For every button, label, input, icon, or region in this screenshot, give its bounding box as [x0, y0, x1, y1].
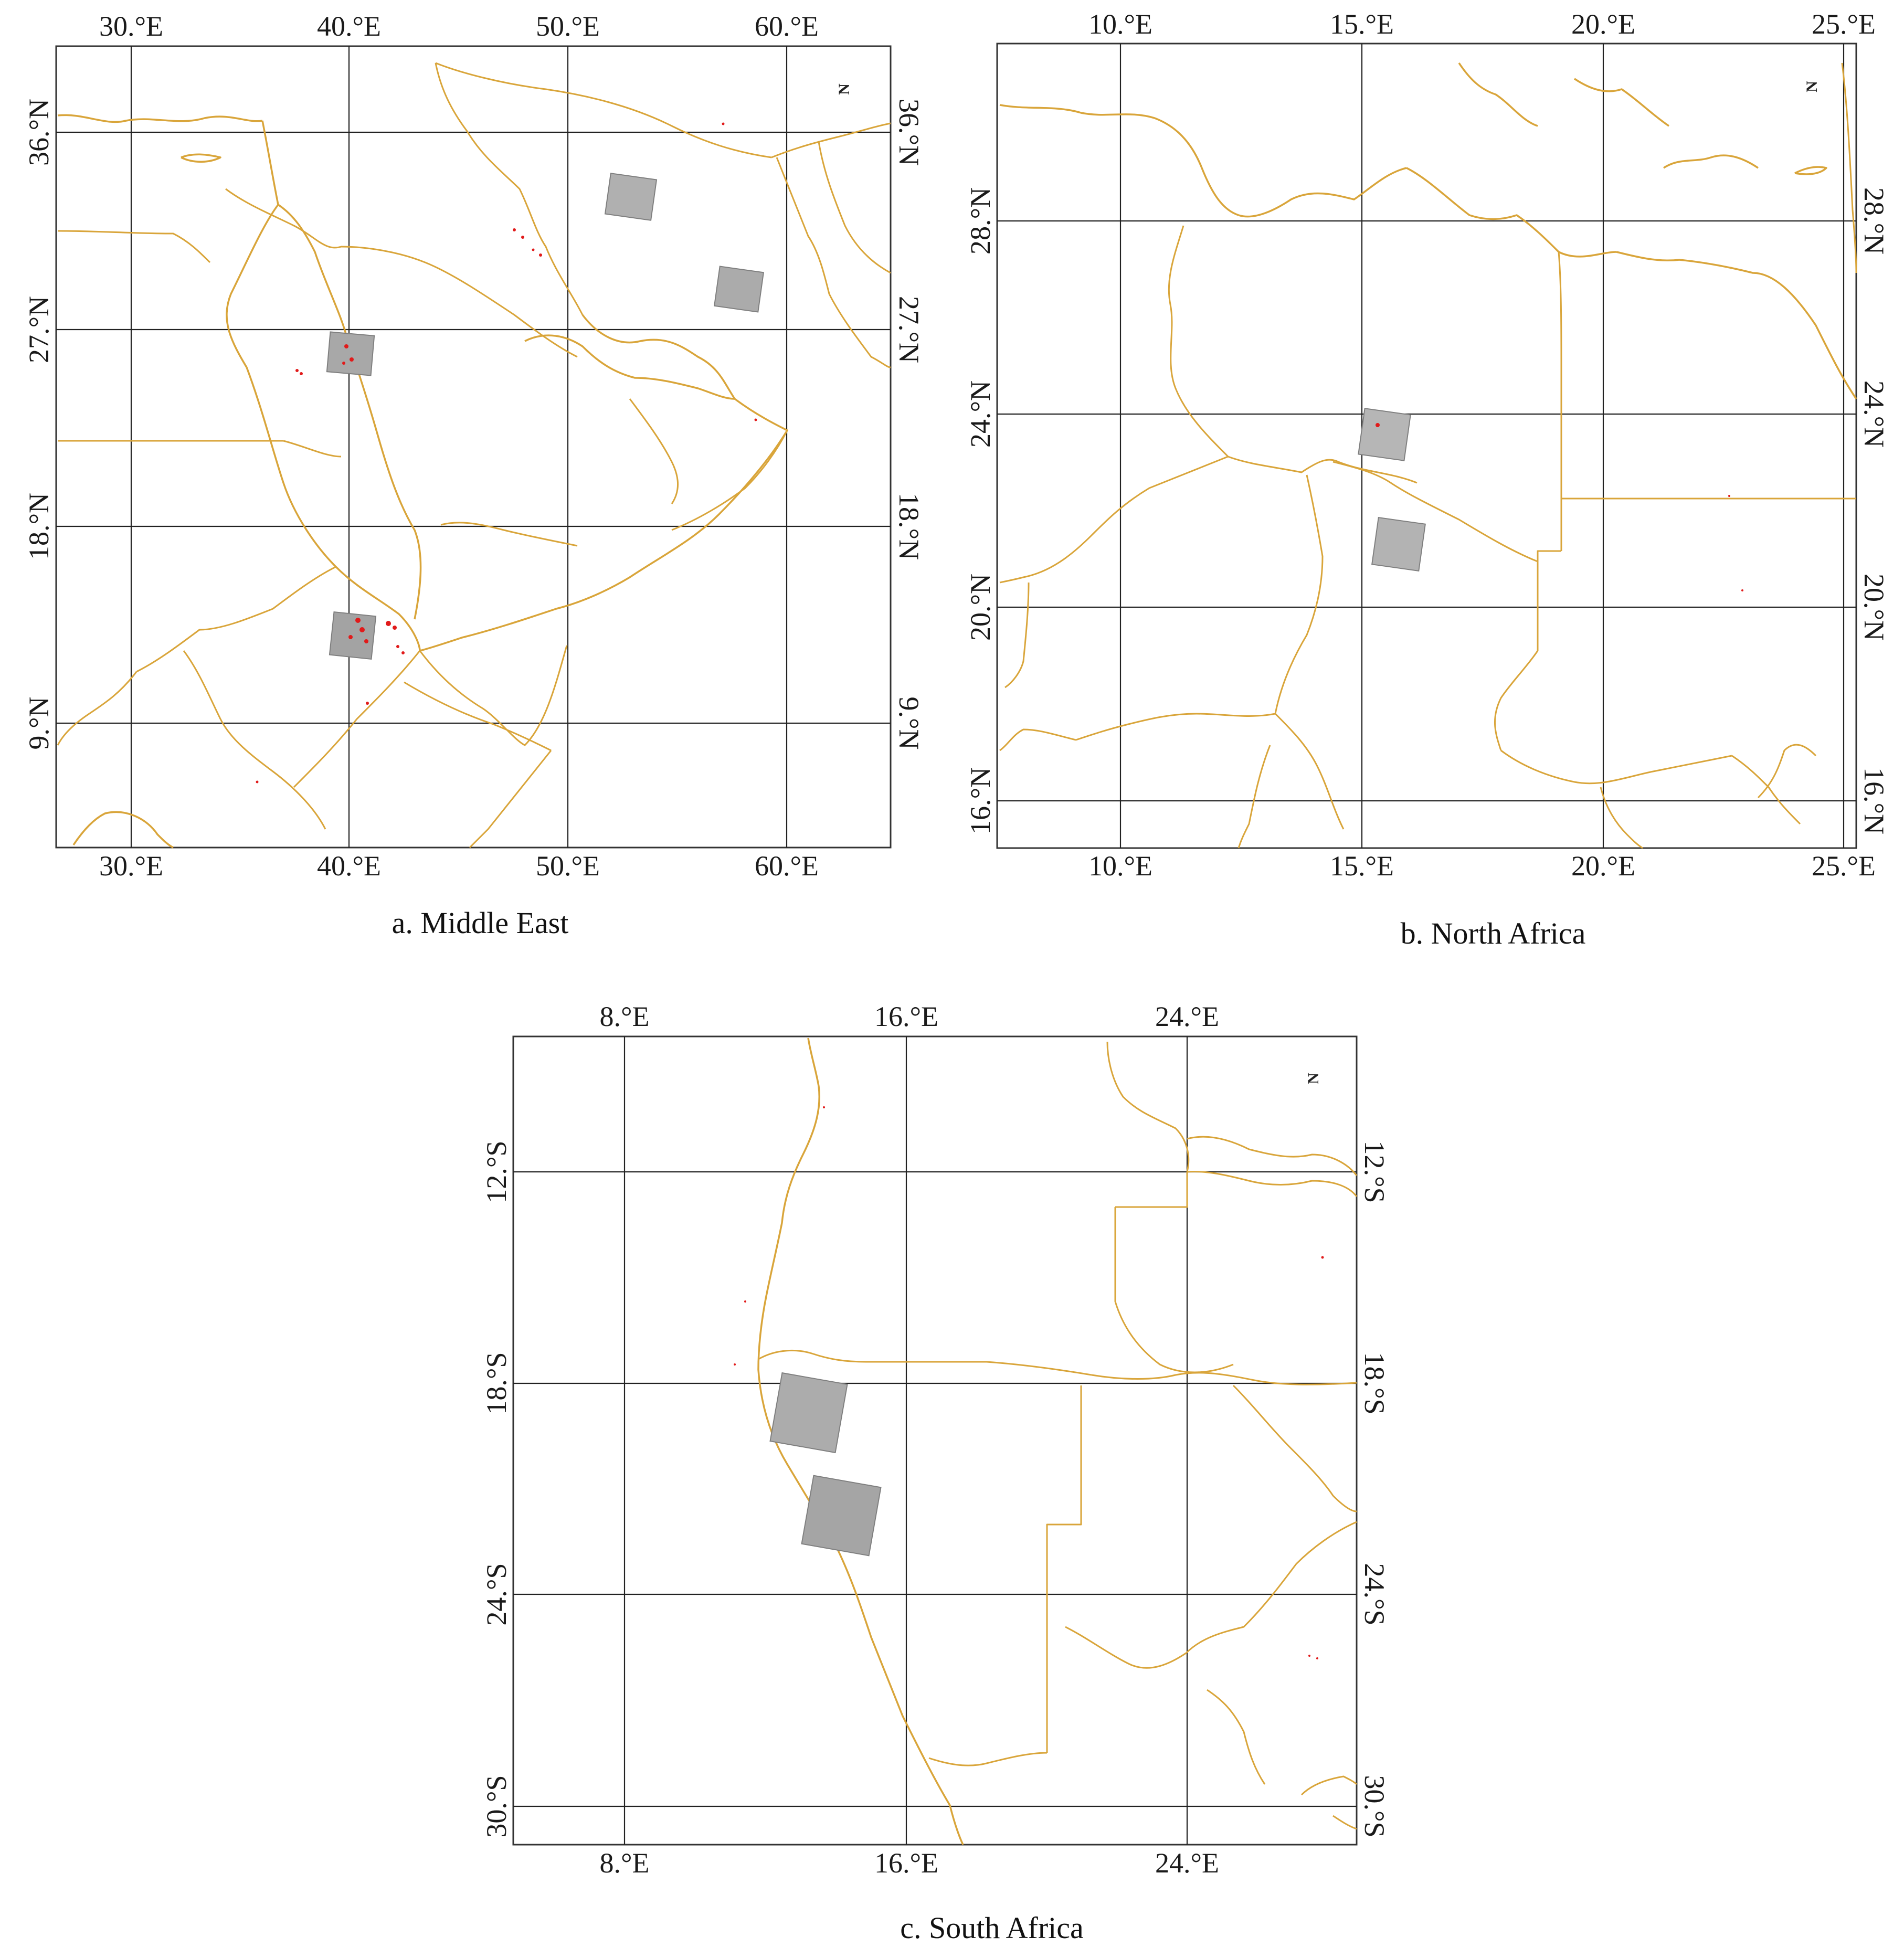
- x-axis-ticks-bottom: 8.°E 16.°E 24.°E: [599, 1847, 1219, 1879]
- svg-text:N: N: [1305, 1073, 1322, 1084]
- tick-label: 24.°N: [1858, 380, 1890, 448]
- tick-label: 20.°E: [1571, 850, 1635, 882]
- caption-middle-east: a. Middle East: [392, 906, 569, 940]
- caption-south-africa: c. South Africa: [900, 1911, 1084, 1945]
- scene-tile: [1371, 517, 1426, 571]
- scene-tile: [1358, 408, 1411, 461]
- tick-label: 18.°S: [1359, 1352, 1390, 1414]
- y-axis-ticks-right: 28.°N 24.°N 20.°N 16.°N: [1858, 187, 1890, 834]
- tick-label: 15.°E: [1330, 850, 1394, 882]
- tick-label: 28.°N: [965, 187, 996, 255]
- fire-detections: [1376, 423, 1743, 591]
- tick-label: 60.°E: [755, 10, 819, 42]
- tick-label: 9.°N: [23, 696, 55, 749]
- graticule: [997, 44, 1856, 848]
- graticule: [56, 46, 891, 848]
- scene-tile: [326, 331, 375, 376]
- tick-label: 15.°E: [1330, 8, 1394, 40]
- tick-label: 50.°E: [536, 10, 600, 42]
- north-arrow-icon: N: [835, 83, 853, 95]
- panel-south-africa: N 8.°E 16.°E 24.°E 8.°E 16.°E 24.°E 12.°…: [481, 1001, 1390, 1879]
- tick-label: 24.°S: [1359, 1563, 1390, 1625]
- map-frame: [55, 45, 892, 849]
- tick-label: 20.°N: [1858, 574, 1890, 641]
- tick-label: 25.°E: [1812, 8, 1876, 40]
- x-axis-ticks-bottom: 30.°E 40.°E 50.°E 60.°E: [99, 850, 819, 882]
- y-axis-ticks-right: 12.°S 18.°S 24.°S 30.°S: [1359, 1140, 1390, 1837]
- y-axis-ticks-left: 28.°N 24.°N 20.°N 16.°N: [965, 187, 996, 834]
- tick-label: 36.°N: [23, 99, 55, 166]
- y-axis-ticks-left: 36.°N 27.°N 18.°N 9.°N: [23, 99, 55, 750]
- tick-label: 30.°E: [99, 10, 163, 42]
- tick-label: 12.°S: [1359, 1140, 1390, 1203]
- map-frame: [996, 43, 1857, 849]
- tick-label: 30.°S: [481, 1775, 512, 1837]
- tick-label: 18.°S: [481, 1352, 512, 1414]
- tick-label: 8.°E: [599, 1001, 649, 1032]
- scene-tiles: [1358, 408, 1426, 571]
- scene-tile: [604, 173, 658, 221]
- scene-tiles: [769, 1372, 882, 1557]
- scene-tiles: [326, 173, 765, 660]
- tick-label: 18.°N: [23, 493, 55, 560]
- fire-detections: [734, 1106, 1324, 1659]
- tick-label: 10.°E: [1088, 850, 1152, 882]
- tick-label: 20.°E: [1571, 8, 1635, 40]
- tick-label: 24.°N: [965, 380, 996, 448]
- north-arrow-icon: N: [1803, 81, 1821, 92]
- tick-label: 30.°E: [99, 850, 163, 882]
- tick-label: 8.°E: [599, 1847, 649, 1879]
- scene-tile: [801, 1475, 882, 1557]
- y-axis-ticks-left: 12.°S 18.°S 24.°S 30.°S: [481, 1140, 512, 1837]
- country-borders: [757, 1038, 1358, 1845]
- x-axis-ticks-top: 8.°E 16.°E 24.°E: [599, 1001, 1219, 1032]
- fire-detections: [256, 122, 757, 784]
- country-borders: [57, 62, 891, 849]
- tick-label: 16.°E: [874, 1001, 938, 1032]
- tick-label: 50.°E: [536, 850, 600, 882]
- tick-label: 27.°N: [893, 296, 925, 363]
- tick-label: 40.°E: [317, 10, 381, 42]
- tick-label: 10.°E: [1088, 8, 1152, 40]
- tick-label: 16.°E: [874, 1847, 938, 1879]
- tick-label: 9.°N: [893, 696, 925, 749]
- tick-label: 25.°E: [1812, 850, 1876, 882]
- tick-label: 28.°N: [1858, 187, 1890, 255]
- x-axis-ticks-top: 10.°E 15.°E 20.°E 25.°E: [1088, 8, 1876, 40]
- tick-label: 30.°S: [1359, 1775, 1390, 1837]
- tick-label: 60.°E: [755, 850, 819, 882]
- map-frame: [512, 1035, 1358, 1846]
- tick-label: 12.°S: [481, 1140, 512, 1203]
- north-arrow-icon: N: [1305, 1073, 1322, 1084]
- tick-label: 40.°E: [317, 850, 381, 882]
- tick-label: 16.°N: [1858, 767, 1890, 834]
- tick-label: 16.°N: [965, 767, 996, 834]
- panel-middle-east: N 30.°E 40.°E 50.°E 60.°E 30.°E 40.°E 50…: [23, 10, 925, 882]
- svg-text:N: N: [835, 83, 853, 95]
- scene-tile: [329, 611, 377, 660]
- graticule: [513, 1036, 1357, 1845]
- tick-label: 24.°S: [481, 1563, 512, 1625]
- caption-north-africa: b. North Africa: [1400, 916, 1586, 950]
- scene-tile: [713, 266, 765, 313]
- tick-label: 20.°N: [965, 574, 996, 641]
- x-axis-ticks-bottom: 10.°E 15.°E 20.°E 25.°E: [1088, 850, 1876, 882]
- tick-label: 24.°E: [1155, 1847, 1219, 1879]
- tick-label: 18.°N: [893, 493, 925, 560]
- tick-label: 24.°E: [1155, 1001, 1219, 1032]
- x-axis-ticks-top: 30.°E 40.°E 50.°E 60.°E: [99, 10, 819, 42]
- panel-north-africa: N 10.°E 15.°E 20.°E 25.°E 10.°E 15.°E 20…: [965, 8, 1890, 882]
- svg-text:N: N: [1803, 81, 1821, 92]
- scene-tile: [769, 1372, 848, 1454]
- y-axis-ticks-right: 36.°N 27.°N 18.°N 9.°N: [893, 99, 925, 750]
- country-borders: [999, 62, 1857, 849]
- tick-label: 36.°N: [893, 99, 925, 166]
- tick-label: 27.°N: [23, 296, 55, 363]
